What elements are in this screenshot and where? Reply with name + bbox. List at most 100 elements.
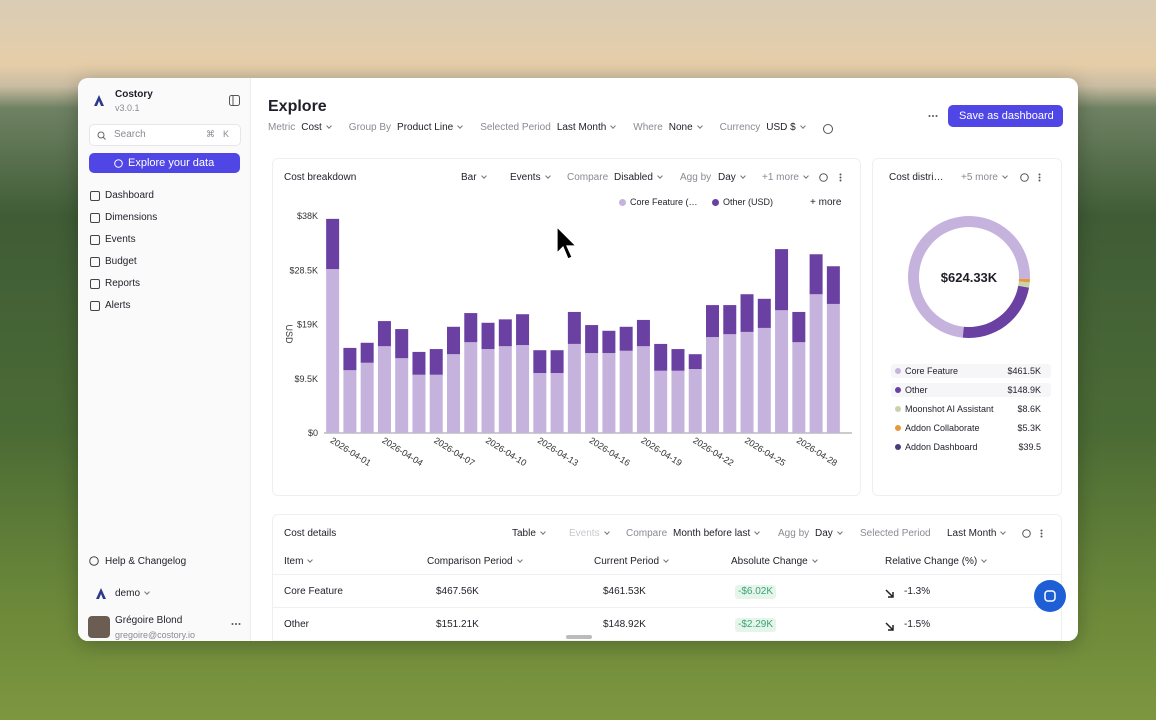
bar-segment: [636, 346, 650, 433]
cell: $467.56K: [436, 586, 479, 597]
mouse-cursor: [556, 226, 578, 260]
nav-icon: [90, 301, 100, 311]
bar-segment: [654, 343, 668, 371]
menu-icon[interactable]: [839, 173, 842, 182]
x-tick-label: 2026-04-16: [588, 435, 632, 468]
legend-value: $461.5K: [1007, 366, 1041, 376]
column-header[interactable]: Item: [284, 557, 312, 567]
menu-icon[interactable]: [1040, 529, 1043, 538]
y-tick-label: $19K: [297, 320, 318, 330]
bar-segment: [498, 346, 512, 433]
legend-swatch: [895, 387, 901, 393]
logo: [94, 95, 104, 106]
filter-value[interactable]: Product Line: [397, 122, 462, 133]
x-tick-label: 2026-04-10: [484, 435, 528, 468]
more-options[interactable]: +1 more: [762, 173, 808, 183]
legend-label: Moonshot AI Assistant: [905, 404, 994, 414]
column-header[interactable]: Current Period: [594, 557, 668, 567]
bar-segment: [602, 330, 616, 354]
nav-item[interactable]: Reports: [105, 278, 141, 289]
bar-segment: [792, 311, 806, 343]
compare-select[interactable]: Month before last: [673, 529, 759, 539]
nav-item[interactable]: Events: [105, 234, 136, 245]
explore-button[interactable]: Explore your data: [89, 153, 240, 173]
legend-swatch: [895, 444, 901, 450]
bar-segment: [723, 305, 737, 335]
workspace[interactable]: demo: [115, 589, 149, 599]
page-title: Explore: [268, 98, 327, 115]
filter-value[interactable]: USD $: [766, 122, 804, 133]
column-header[interactable]: Relative Change (%): [885, 557, 986, 567]
search-box[interactable]: Search ⌘ K: [89, 124, 241, 146]
bar-segment: [585, 353, 599, 433]
bar-segment: [533, 350, 547, 374]
help-icon: [89, 556, 99, 566]
nav-item[interactable]: Budget: [105, 256, 137, 267]
filter-label: Where: [633, 122, 663, 133]
bar-segment: [464, 313, 478, 343]
bar-segment: [326, 218, 340, 270]
agg-select[interactable]: Day: [815, 529, 842, 539]
nav-item[interactable]: Dashboard: [105, 190, 154, 201]
period-select[interactable]: Last Month: [947, 529, 1005, 539]
legend-more[interactable]: + more: [810, 197, 842, 208]
help-link[interactable]: Help & Changelog: [105, 556, 187, 567]
legend-swatch: [895, 425, 901, 431]
nav-item[interactable]: Alerts: [105, 300, 131, 311]
bar-segment: [757, 298, 771, 328]
agg-select[interactable]: Day: [718, 173, 745, 183]
filter-value[interactable]: None: [669, 122, 702, 133]
nav-icon: [90, 235, 100, 245]
workspace-logo: [96, 588, 106, 599]
bar-segment: [654, 370, 668, 433]
save-button[interactable]: Save as dashboard: [948, 105, 1063, 127]
filter-value[interactable]: Cost: [301, 122, 331, 133]
view-select[interactable]: Bar: [461, 173, 486, 183]
bar-segment: [619, 326, 633, 351]
bar-segment: [377, 321, 391, 347]
details-panel: Cost details Table Events Compare Month …: [272, 514, 1062, 641]
nav-item[interactable]: Dimensions: [105, 212, 158, 223]
bar-segment: [585, 325, 599, 354]
more-options[interactable]: +5 more: [961, 173, 1007, 183]
bar-segment: [792, 342, 806, 433]
bar-segment: [360, 342, 374, 363]
x-tick-label: 2026-04-04: [380, 435, 424, 468]
menu-icon[interactable]: [1038, 173, 1041, 182]
info-icon[interactable]: [1022, 529, 1031, 538]
info-icon[interactable]: [1020, 173, 1029, 182]
nav-icon: [90, 191, 100, 201]
user-menu[interactable]: [231, 622, 241, 626]
info-icon[interactable]: [819, 173, 828, 182]
filter: Selected Period Last Month: [480, 123, 615, 134]
bar-segment: [619, 350, 633, 433]
bar-segment: [464, 342, 478, 433]
cell: -1.5%: [904, 619, 931, 630]
chat-button[interactable]: [1034, 580, 1066, 612]
bar-segment: [550, 350, 564, 374]
events-select[interactable]: Events: [510, 173, 550, 183]
column-header[interactable]: Absolute Change: [731, 557, 817, 567]
legend-label: Core Feature (USD): [630, 198, 700, 207]
legend-item: Other (USD): [712, 198, 773, 207]
legend-label: Addon Dashboard: [905, 442, 978, 452]
x-tick-label: 2026-04-01: [329, 435, 373, 468]
cell: Other: [284, 619, 310, 630]
sidebar: Costory v3.0.1 Search ⌘ K Explore your d…: [78, 78, 251, 641]
filter-value[interactable]: Last Month: [557, 122, 615, 133]
compare-select[interactable]: Disabled: [614, 173, 662, 183]
bar-segment: [809, 294, 823, 433]
bar-segment: [447, 326, 460, 355]
distribution-panel: $624.33K Cost distri… +5 more Core Featu…: [872, 158, 1062, 496]
bar-segment: [706, 305, 719, 338]
view-select[interactable]: Table: [512, 529, 545, 539]
more-icon[interactable]: [928, 114, 938, 118]
bar-segment: [826, 266, 840, 304]
collapse-icon[interactable]: [229, 95, 240, 106]
bar-segment: [395, 329, 409, 359]
column-header[interactable]: Comparison Period: [427, 557, 522, 567]
cell: $148.92K: [603, 619, 646, 630]
arrow-path: [885, 622, 894, 631]
legend-swatch: [895, 368, 901, 374]
legend-swatch: [712, 199, 719, 206]
